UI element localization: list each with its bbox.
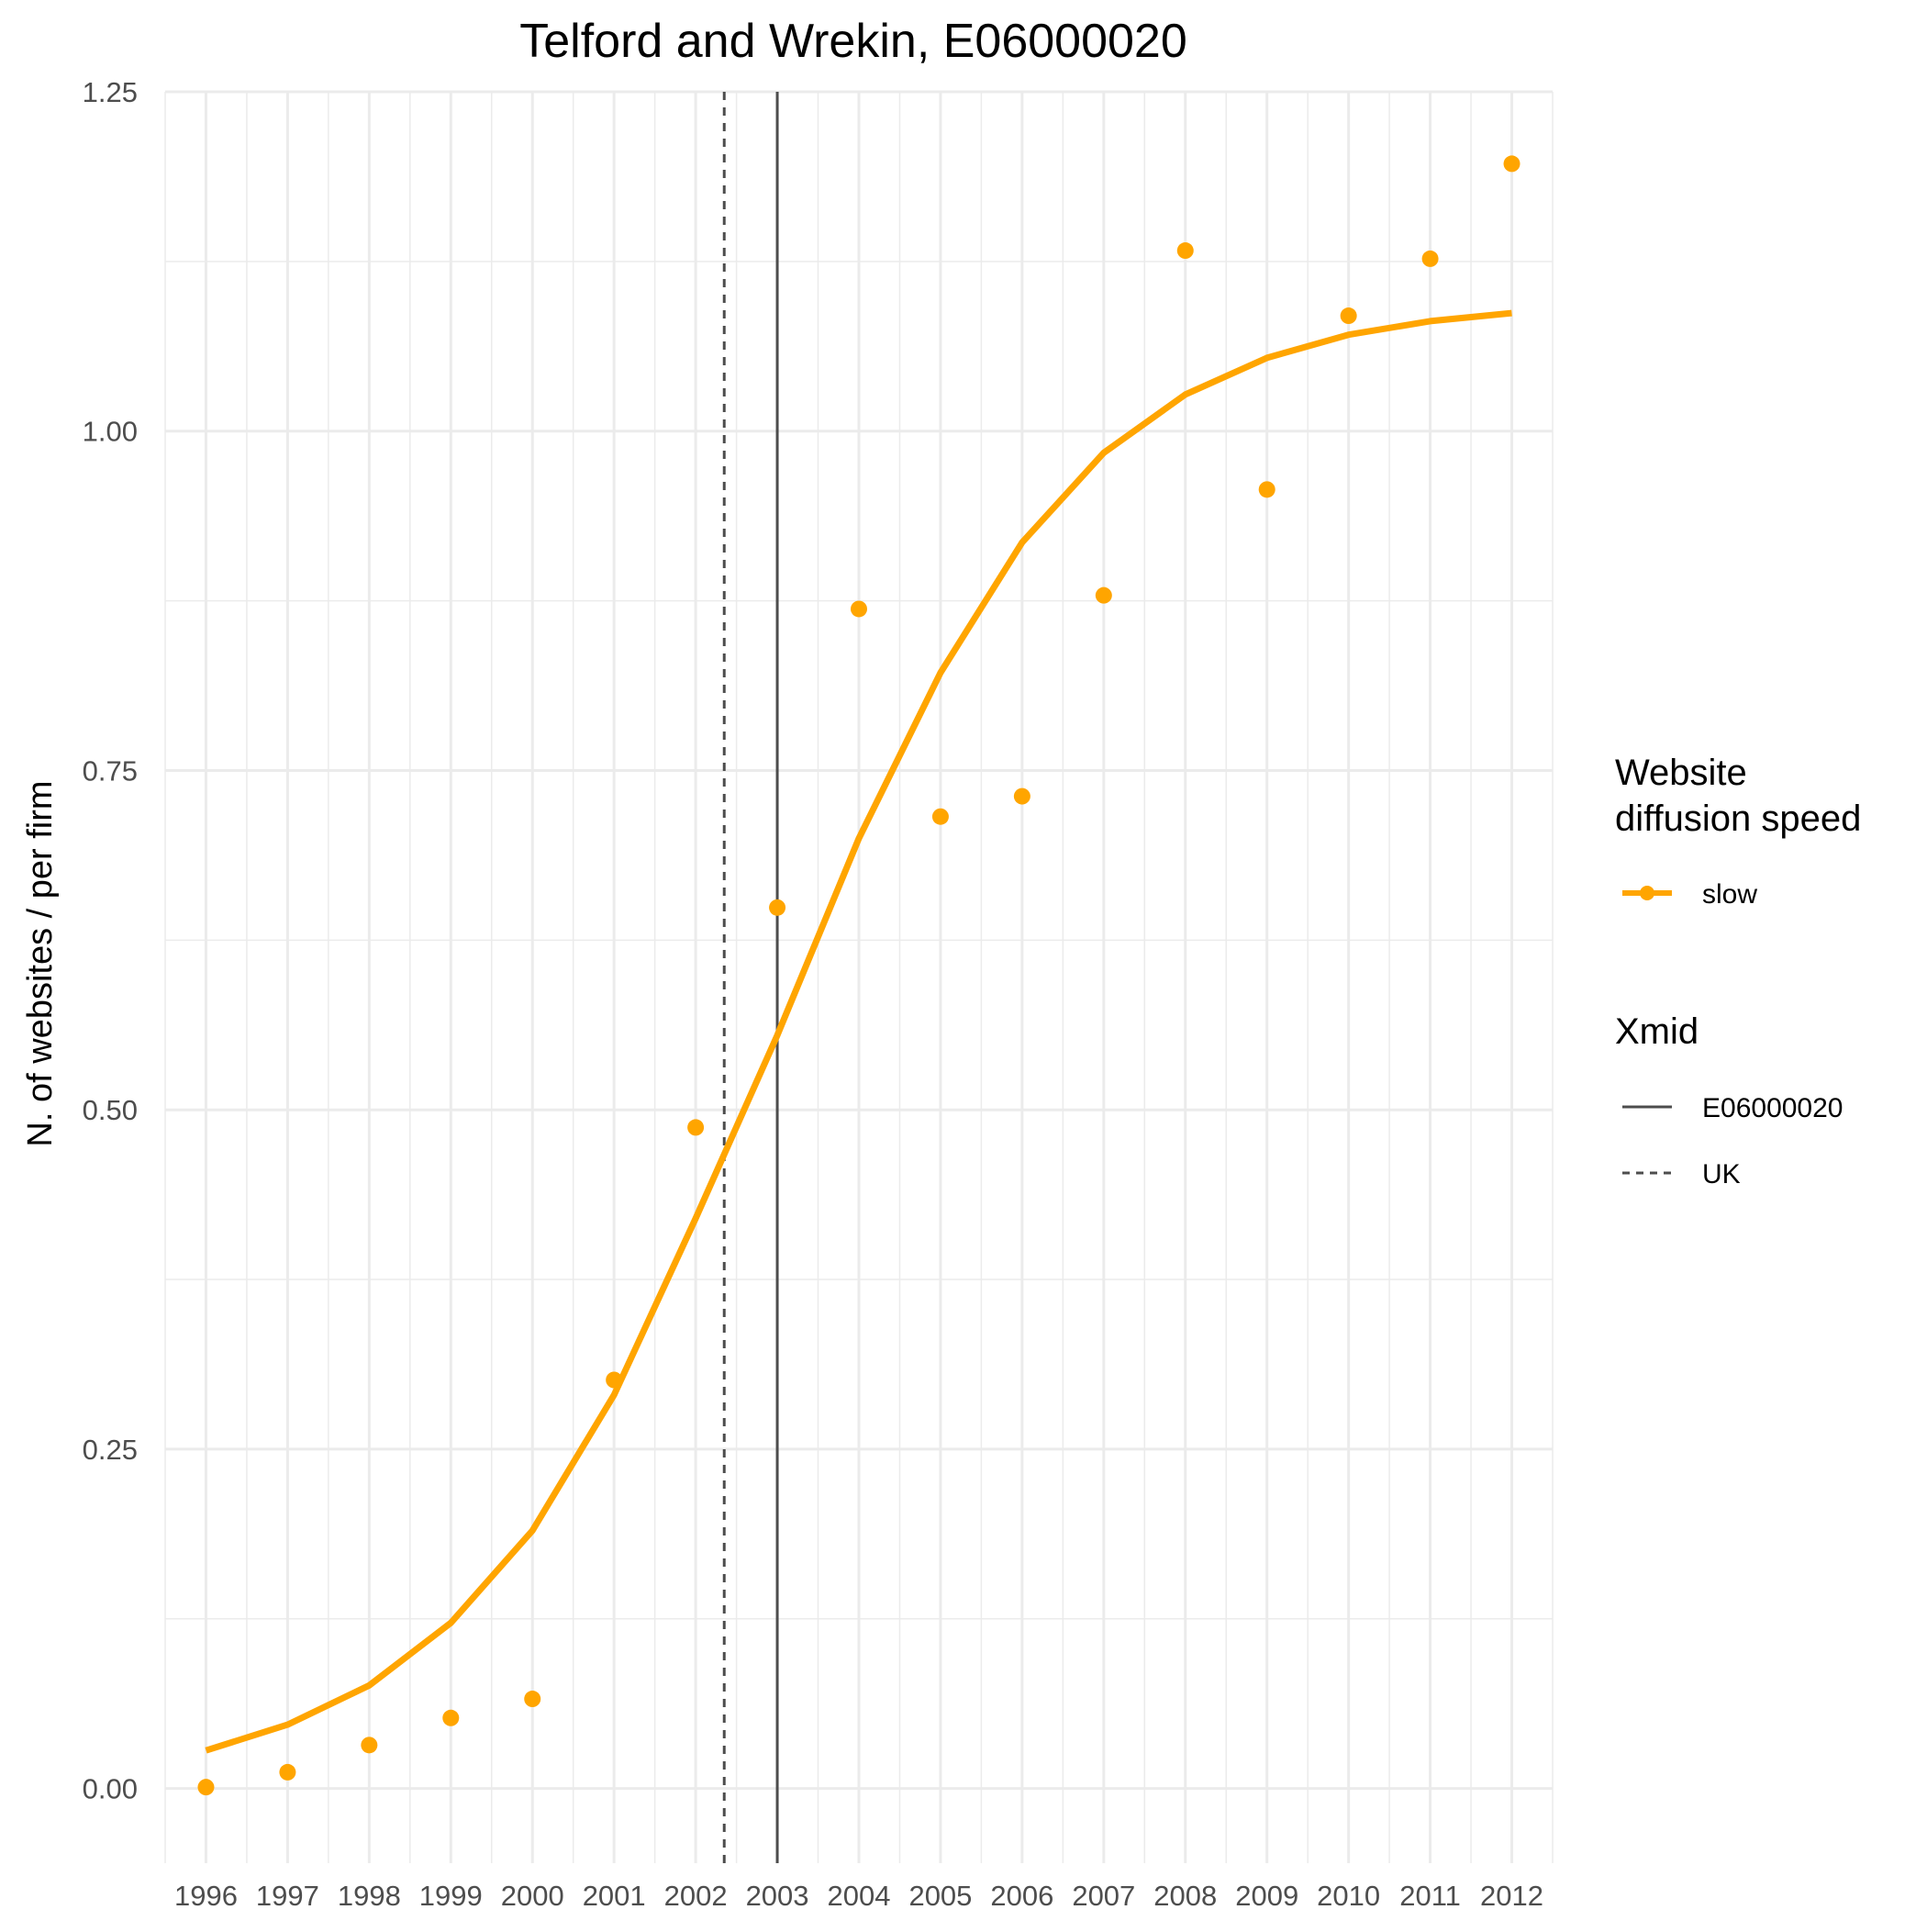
series: [197, 155, 1520, 1796]
y-axis-label: N. of websites / per firm: [21, 780, 60, 1146]
data-point: [1095, 586, 1112, 604]
data-point: [931, 808, 949, 825]
x-tick-label: 1999: [419, 1880, 483, 1912]
y-tick-label: 0.00: [83, 1773, 138, 1805]
y-tick-label: 1.00: [83, 416, 138, 448]
data-point: [1421, 250, 1439, 267]
data-point: [279, 1763, 296, 1781]
x-tick-label: 1997: [256, 1880, 319, 1912]
legend: Website diffusion speed slow Xmid E06000…: [1615, 753, 1861, 1189]
data-point: [851, 600, 867, 618]
x-tick-label: 2001: [583, 1880, 646, 1912]
data-point: [687, 1119, 705, 1136]
x-tick-label: 2008: [1153, 1880, 1217, 1912]
x-tick-label: 2005: [908, 1880, 972, 1912]
y-tick-label: 0.50: [83, 1094, 138, 1126]
x-tick-label: 2010: [1317, 1880, 1380, 1912]
x-tick-label: 2007: [1072, 1880, 1135, 1912]
x-tick-label: 2006: [990, 1880, 1053, 1912]
x-tick-label: 1998: [338, 1880, 401, 1912]
data-point: [197, 1779, 215, 1796]
y-tick-label: 1.25: [83, 76, 138, 108]
x-tick-label: 2012: [1480, 1880, 1543, 1912]
chart-title: Telford and Wrekin, E06000020: [519, 15, 1187, 68]
x-tick-label: 2004: [828, 1880, 891, 1912]
legend-title-xmid: Xmid: [1615, 1011, 1699, 1052]
y-tick-label: 0.25: [83, 1434, 138, 1466]
data-point: [1258, 481, 1275, 498]
data-point: [361, 1737, 378, 1754]
legend-key-slow-point: [1640, 886, 1654, 900]
data-point: [1176, 242, 1194, 260]
data-point: [1340, 307, 1357, 325]
legend-label-uk: UK: [1702, 1159, 1741, 1189]
fit-line-slow: [205, 309, 1512, 1754]
grid: [164, 90, 1554, 1863]
axes: 0.00 0.25 0.50 0.75 1.00 1.25 1996 1997 1998 1999…: [83, 76, 1543, 1912]
data-point: [606, 1371, 623, 1389]
data-point: [769, 899, 786, 916]
data-point: [442, 1709, 460, 1726]
legend-title-speed-line1: Website: [1615, 753, 1747, 793]
data-point: [1503, 155, 1520, 173]
legend-label-slow: slow: [1702, 879, 1757, 910]
data-point: [524, 1691, 541, 1708]
y-tick-label: 0.75: [83, 754, 138, 787]
legend-label-e06000020: E06000020: [1702, 1093, 1843, 1123]
x-tick-label: 1996: [174, 1880, 238, 1912]
x-tick-label: 2009: [1235, 1880, 1298, 1912]
data-point: [1013, 787, 1030, 805]
x-tick-label: 2002: [664, 1880, 728, 1912]
reference-lines: [722, 92, 779, 1863]
x-tick-label: 2003: [746, 1880, 809, 1912]
x-tick-label: 2011: [1399, 1880, 1461, 1912]
legend-title-speed-line2: diffusion speed: [1615, 798, 1861, 839]
x-tick-label: 2000: [501, 1880, 564, 1912]
